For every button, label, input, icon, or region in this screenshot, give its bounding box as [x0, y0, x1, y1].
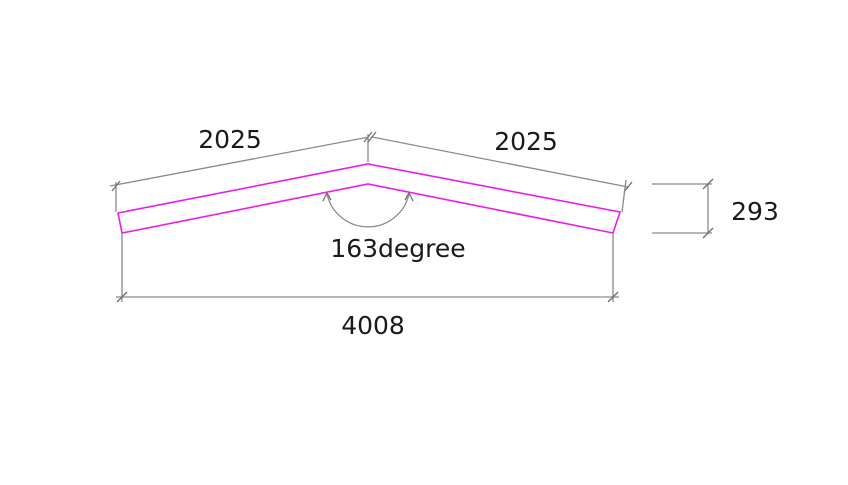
right-slope-length: 2025 [494, 127, 558, 156]
angle-dimension [322, 191, 414, 228]
ridge-plate-profile [117, 163, 622, 234]
right-slope-dimension [367, 131, 633, 213]
left-slope-dimension [109, 131, 373, 212]
total-span-dimension [116, 233, 619, 303]
left-slope-length: 2025 [198, 125, 262, 154]
thickness-dimension [652, 178, 714, 239]
total-span: 4008 [341, 311, 405, 340]
bend-angle: 163degree [330, 234, 465, 263]
plate-thickness: 293 [731, 197, 779, 226]
